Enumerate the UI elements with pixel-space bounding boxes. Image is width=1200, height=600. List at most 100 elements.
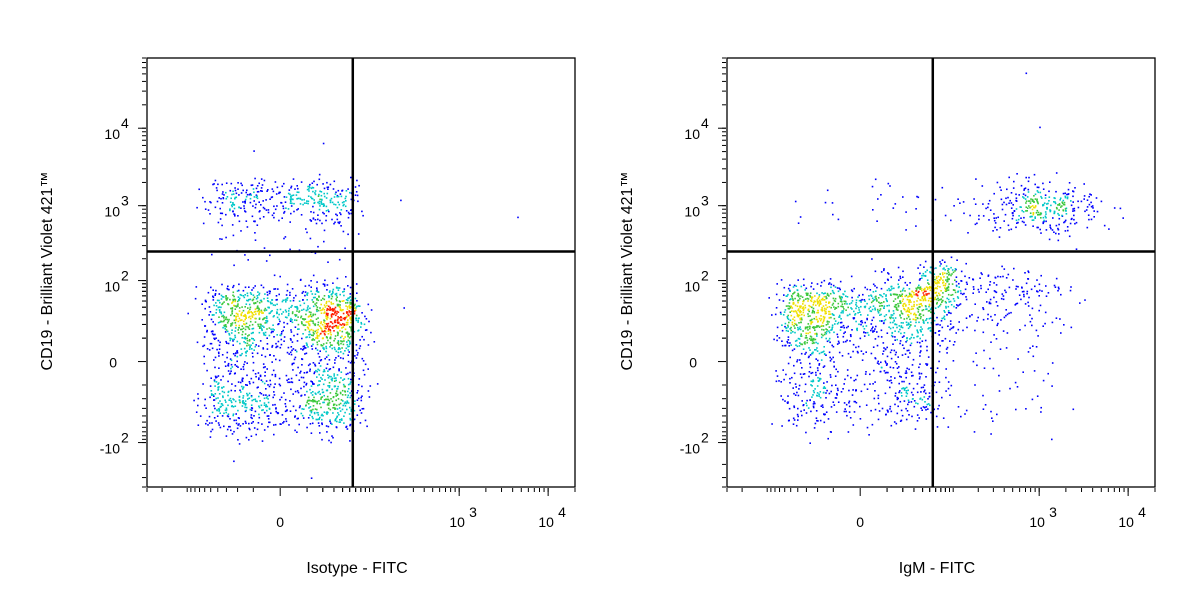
event-dot [286, 316, 288, 319]
event-dot [234, 327, 237, 329]
event-dot [254, 232, 256, 234]
event-dot [224, 318, 227, 321]
event-dot [908, 303, 910, 306]
event-dot [813, 326, 815, 328]
event-dot [368, 396, 371, 398]
event-dot [884, 392, 887, 395]
event-dot [945, 288, 947, 290]
event-dot [257, 323, 259, 326]
event-dot [830, 358, 833, 360]
event-dot [279, 384, 282, 387]
event-dot [1036, 198, 1038, 201]
event-dot [248, 334, 250, 336]
event-dot [235, 419, 237, 422]
event-dot [217, 221, 220, 224]
event-dot [230, 197, 232, 200]
event-dot [1031, 307, 1034, 310]
event-dot [823, 421, 826, 424]
event-dot [937, 306, 940, 308]
event-dot [901, 395, 903, 397]
event-dot [990, 410, 992, 413]
event-dot [817, 342, 819, 345]
event-dot [905, 407, 907, 410]
event-dot [340, 213, 342, 216]
event-dot [268, 307, 270, 309]
event-dot [987, 288, 989, 291]
event-dot [329, 341, 331, 344]
event-dot [826, 189, 829, 192]
event-dot [952, 326, 955, 328]
event-dot [302, 299, 304, 301]
event-dot [234, 215, 236, 217]
event-dot [225, 340, 227, 343]
event-dot [1027, 270, 1029, 272]
event-dot [350, 327, 352, 329]
event-dot [1025, 202, 1027, 204]
event-dot [793, 325, 795, 327]
event-dot [327, 411, 329, 414]
event-dot [330, 301, 332, 304]
event-dot [337, 332, 339, 335]
event-dot [825, 332, 828, 335]
event-dot [326, 323, 328, 325]
event-dot [1039, 126, 1041, 129]
event-dot [345, 190, 348, 192]
event-dot [306, 294, 309, 296]
event-dot [892, 317, 894, 319]
event-dot [819, 391, 822, 393]
event-dot [356, 300, 358, 302]
event-dot [947, 270, 949, 272]
event-dot [276, 316, 279, 319]
event-dot [288, 189, 291, 191]
event-dot [797, 419, 799, 421]
event-dot [350, 408, 353, 411]
event-dot [837, 389, 839, 392]
event-dot [880, 287, 883, 290]
event-dot [910, 342, 913, 345]
x-axis-title-isotype: Isotype - FITC [306, 560, 407, 577]
event-dot [243, 402, 246, 404]
event-dot [297, 187, 299, 190]
event-dot [246, 337, 248, 340]
event-dot [1113, 207, 1116, 209]
event-dot [353, 403, 356, 405]
event-dot [336, 393, 339, 396]
event-dot [857, 345, 860, 348]
event-dot [311, 381, 313, 383]
event-dot [811, 371, 814, 374]
event-dot [316, 336, 319, 339]
event-dot [307, 396, 310, 399]
event-dot [233, 264, 235, 267]
event-dot [249, 197, 252, 200]
event-dot [354, 194, 357, 196]
event-dot [946, 346, 949, 349]
event-dot [1019, 329, 1021, 331]
event-dot [1090, 218, 1093, 221]
event-dot [804, 298, 807, 300]
event-dot [213, 405, 215, 407]
event-dot [310, 311, 312, 314]
event-dot [336, 319, 339, 322]
event-dot [210, 430, 212, 433]
event-dot [947, 426, 950, 428]
event-dot [866, 388, 869, 390]
event-dot [919, 363, 921, 365]
event-dot [329, 337, 331, 339]
event-dot [331, 326, 333, 328]
event-dot [256, 296, 259, 299]
event-dot [347, 211, 350, 214]
event-dot [318, 390, 320, 393]
event-dot [1048, 200, 1050, 202]
event-dot [792, 387, 794, 389]
event-dot [320, 194, 323, 197]
event-dot [908, 310, 910, 313]
event-dot [347, 216, 350, 219]
plot-frame-isotype [146, 57, 576, 488]
event-dot [832, 297, 835, 300]
event-dot [816, 395, 819, 397]
event-dot [1008, 176, 1010, 179]
event-dot [796, 324, 798, 326]
event-dot [265, 405, 267, 408]
event-dot [291, 304, 293, 307]
event-dot [801, 296, 804, 298]
